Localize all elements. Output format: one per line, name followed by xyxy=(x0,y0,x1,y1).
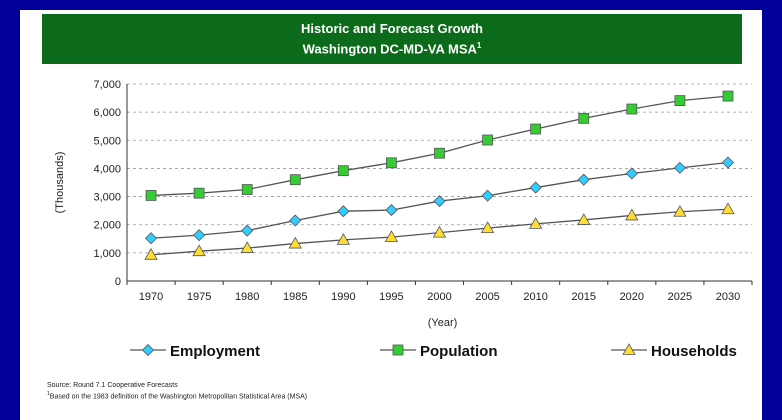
x-tick-label: 2005 xyxy=(475,291,499,303)
legend-households-label: Households xyxy=(651,343,737,360)
households-point xyxy=(528,217,543,229)
y-tick-label: 3,000 xyxy=(93,192,121,204)
households-point xyxy=(625,208,639,221)
employment-point xyxy=(385,204,398,217)
population-point xyxy=(193,187,205,199)
households-point xyxy=(577,213,591,225)
x-axis-title: (Year) xyxy=(428,317,458,329)
x-tick-label: 2010 xyxy=(523,291,547,303)
chart-title-line1: Historic and Forecast Growth xyxy=(300,21,484,37)
definition-note: 1Based on the 1983 definition of the Was… xyxy=(47,390,307,401)
x-tick-label: 1980 xyxy=(235,291,259,303)
employment-point xyxy=(529,181,542,194)
employment-point xyxy=(625,167,638,180)
legend-population-marker xyxy=(392,344,404,356)
households-point xyxy=(144,248,158,260)
chart-title-line2-text: Washington DC-MD-VA MSA xyxy=(302,41,477,57)
population-point xyxy=(241,184,253,195)
x-tick-label: 2000 xyxy=(427,291,451,303)
employment-point xyxy=(193,229,206,242)
population-point xyxy=(386,157,397,169)
population-point xyxy=(530,123,542,135)
x-tick-label: 1985 xyxy=(283,291,307,303)
footnotes: Source: Round 7.1 Cooperative Forecasts … xyxy=(47,381,307,401)
legend-employment-label: Employment xyxy=(170,343,260,360)
population-point xyxy=(722,90,734,102)
employment-point xyxy=(289,214,302,227)
population-series-line xyxy=(151,95,729,197)
title-footnote-mark: 1 xyxy=(476,41,482,51)
definition-note-mark: 1 xyxy=(47,391,50,397)
employment-point xyxy=(721,156,735,169)
x-tick-label: 1990 xyxy=(331,291,355,303)
employment-point xyxy=(577,173,590,186)
households-point xyxy=(721,202,735,215)
legend-population-label: Population xyxy=(420,343,498,360)
employment-point xyxy=(241,224,254,237)
y-tick-label: 2,000 xyxy=(93,220,121,232)
y-tick-label: 4,000 xyxy=(93,163,121,175)
households-point xyxy=(432,225,447,238)
y-axis-title: (Thousands) xyxy=(54,152,66,214)
population-point xyxy=(145,190,157,201)
legend-households-marker xyxy=(622,343,636,355)
y-tick-label: 0 xyxy=(115,276,121,288)
y-tick-label: 6,000 xyxy=(93,107,121,119)
population-point xyxy=(578,112,590,124)
source-note: Source: Round 7.1 Cooperative Forecasts xyxy=(47,382,178,389)
households-point xyxy=(288,236,302,249)
population-point xyxy=(674,95,686,107)
population-point xyxy=(434,147,445,159)
definition-note-text: Based on the 1983 definition of the Wash… xyxy=(49,393,308,401)
x-tick-label: 2030 xyxy=(716,291,740,303)
chart-title-banner: Historic and Forecast Growth Washington … xyxy=(42,14,742,64)
x-tick-label: 2025 xyxy=(668,291,692,303)
population-point xyxy=(337,165,349,177)
y-tick-label: 5,000 xyxy=(93,135,121,147)
x-tick-label: 1975 xyxy=(187,291,211,303)
employment-point xyxy=(481,189,494,202)
x-tick-label: 2015 xyxy=(571,291,595,303)
chart-title-line2: Washington DC-MD-VA MSA1 xyxy=(42,37,742,57)
households-point xyxy=(480,221,495,233)
households-point xyxy=(384,230,399,242)
population-point xyxy=(482,134,493,146)
households-point xyxy=(192,244,206,257)
population-point xyxy=(289,174,301,186)
population-point xyxy=(626,103,638,115)
y-tick-label: 7,000 xyxy=(93,79,121,91)
households-point xyxy=(336,233,351,245)
employment-point xyxy=(433,195,446,208)
households-point xyxy=(673,204,687,217)
employment-point xyxy=(144,232,158,245)
x-tick-label: 1995 xyxy=(379,291,403,303)
y-tick-label: 1,000 xyxy=(93,248,121,260)
x-tick-label: 2020 xyxy=(620,291,644,303)
households-point xyxy=(240,241,254,253)
x-tick-label: 1970 xyxy=(139,291,163,303)
employment-point xyxy=(673,161,686,174)
legend-employment-marker xyxy=(141,343,155,357)
employment-point xyxy=(337,205,350,218)
